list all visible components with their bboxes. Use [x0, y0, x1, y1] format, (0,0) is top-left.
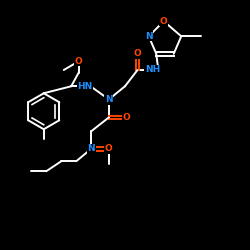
- Text: N: N: [145, 32, 152, 41]
- Text: O: O: [105, 144, 112, 153]
- Text: O: O: [75, 57, 82, 66]
- Text: O: O: [160, 17, 168, 26]
- Text: N: N: [105, 96, 112, 104]
- Text: O: O: [122, 113, 130, 122]
- Text: HN: HN: [78, 82, 92, 91]
- Text: O: O: [134, 49, 141, 58]
- Text: NH: NH: [145, 66, 160, 74]
- Text: N: N: [88, 144, 95, 153]
